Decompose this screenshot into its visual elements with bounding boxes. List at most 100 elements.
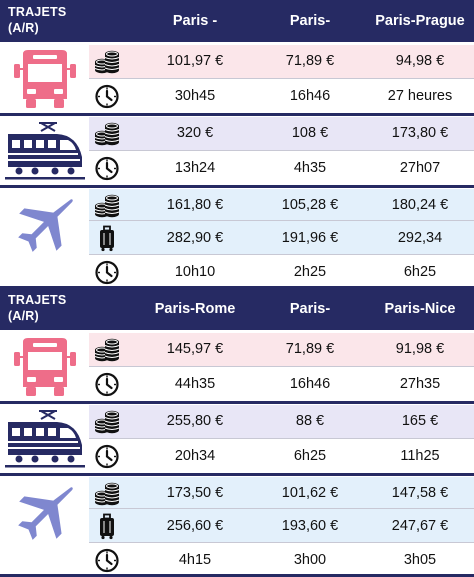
suitcase-icon (93, 225, 121, 252)
price-value: 105,28 € (281, 197, 339, 213)
time-value: 20h34 (174, 448, 216, 464)
group-divider (0, 185, 474, 188)
row-divider (89, 150, 474, 151)
price-value: 165 € (401, 413, 439, 429)
row-divider (89, 78, 474, 79)
coins-icon (93, 408, 121, 435)
time-value: 13h24 (174, 160, 216, 176)
row-divider (89, 508, 474, 509)
price-value: 145,97 € (166, 341, 224, 357)
clock-icon (93, 371, 121, 398)
price-value: 147,58 € (391, 485, 449, 501)
clock-icon (93, 155, 121, 182)
plane-icon (0, 195, 89, 265)
row-divider (89, 438, 474, 439)
plane-luggage-row: 256,60 € 193,60 € 247,67 € (89, 510, 474, 543)
row-divider (89, 254, 474, 255)
time-value: 27h07 (399, 160, 441, 176)
trajets-label: TRAJETS (A/R) (8, 293, 67, 323)
row-divider (89, 366, 474, 367)
luggage-value: 191,96 € (281, 230, 339, 246)
destination-header: Paris-Marseille (279, 301, 341, 359)
time-value: 44h35 (174, 376, 216, 392)
coins-icon (93, 480, 121, 507)
destination-header: Paris - Barcelone (160, 13, 230, 71)
time-value: 3h05 (403, 552, 437, 568)
price-value: 101,62 € (281, 485, 339, 501)
price-value: 108 € (291, 125, 329, 141)
table-header: TRAJETS (A/R) Paris - Barcelone Paris-Lond… (0, 0, 474, 71)
destination-header: Paris-Rome (154, 301, 236, 317)
luggage-value: 193,60 € (281, 518, 339, 534)
destination-header: Paris-Londres (281, 13, 338, 71)
plane-time-row: 4h15 3h00 3h05 (89, 544, 474, 577)
bus-icon (0, 49, 89, 119)
coins-icon (93, 336, 121, 363)
time-value: 6h25 (293, 448, 327, 464)
price-value: 255,80 € (166, 413, 224, 429)
price-value: 180,24 € (391, 197, 449, 213)
train-price-row: 320 € 108 € 173,80 € (89, 117, 474, 150)
bus-time-row: 44h35 16h46 27h35 (89, 368, 474, 401)
time-value: 16h46 (289, 88, 331, 104)
plane-time-row: 10h10 2h25 6h25 (89, 256, 474, 289)
time-value: 27 heures (387, 88, 453, 104)
luggage-value: 282,90 € (166, 230, 224, 246)
time-value: 3h00 (293, 552, 327, 568)
clock-icon (93, 443, 121, 470)
time-value: 2h25 (293, 264, 327, 280)
time-value: 6h25 (403, 264, 437, 280)
price-value: 173,80 € (391, 125, 449, 141)
plane-price-row: 173,50 € 101,62 € 147,58 € (89, 477, 474, 510)
clock-icon (93, 83, 121, 110)
suitcase-icon (93, 513, 121, 540)
price-value: 91,98 € (395, 341, 445, 357)
plane-icon (0, 483, 89, 553)
group-divider (0, 113, 474, 116)
price-value: 173,50 € (166, 485, 224, 501)
clock-icon (93, 259, 121, 286)
luggage-value: 247,67 € (391, 518, 449, 534)
luggage-value: 256,60 € (166, 518, 224, 534)
bus-price-row: 145,97 € 71,89 € 91,98 € (89, 333, 474, 366)
time-value: 11h25 (400, 448, 440, 464)
train-time-row: 13h24 4h35 27h07 (89, 152, 474, 185)
table-header: TRAJETS (A/R) Paris-Rome Paris-Marseille Pa… (0, 288, 474, 359)
row-divider (89, 542, 474, 543)
clock-icon (93, 547, 121, 574)
coins-icon (93, 48, 121, 75)
trajets-label: TRAJETS (A/R) (8, 5, 67, 35)
price-value: 71,89 € (285, 53, 335, 69)
train-time-row: 20h34 6h25 11h25 (89, 440, 474, 473)
price-value: 94,98 € (395, 53, 445, 69)
price-value: 161,80 € (166, 197, 224, 213)
time-value: 30h45 (174, 88, 216, 104)
luggage-value: 292,34 (397, 230, 443, 246)
price-value: 71,89 € (285, 341, 335, 357)
train-icon (0, 121, 89, 191)
time-value: 27h35 (399, 376, 441, 392)
time-value: 4h15 (178, 552, 212, 568)
time-value: 4h35 (293, 160, 327, 176)
price-value: 88 € (295, 413, 325, 429)
bus-icon (0, 337, 89, 407)
time-value: 16h46 (289, 376, 331, 392)
time-value: 10h10 (174, 264, 216, 280)
price-value: 320 € (176, 125, 214, 141)
coins-icon (93, 192, 121, 219)
destination-header: Paris-Prague (375, 13, 465, 29)
price-value: 101,97 € (166, 53, 224, 69)
table-divider (0, 286, 474, 289)
bottom-border (0, 574, 474, 577)
train-icon (0, 409, 89, 479)
row-divider (89, 220, 474, 221)
bus-time-row: 30h45 16h46 27 heures (89, 80, 474, 113)
plane-price-row: 161,80 € 105,28 € 180,24 € (89, 189, 474, 222)
group-divider (0, 473, 474, 476)
destination-header: Paris-Nice (384, 301, 456, 317)
group-divider (0, 401, 474, 404)
plane-luggage-row: 282,90 € 191,96 € 292,34 (89, 222, 474, 255)
bus-price-row: 101,97 € 71,89 € 94,98 € (89, 45, 474, 78)
train-price-row: 255,80 € 88 € 165 € (89, 405, 474, 438)
coins-icon (93, 120, 121, 147)
